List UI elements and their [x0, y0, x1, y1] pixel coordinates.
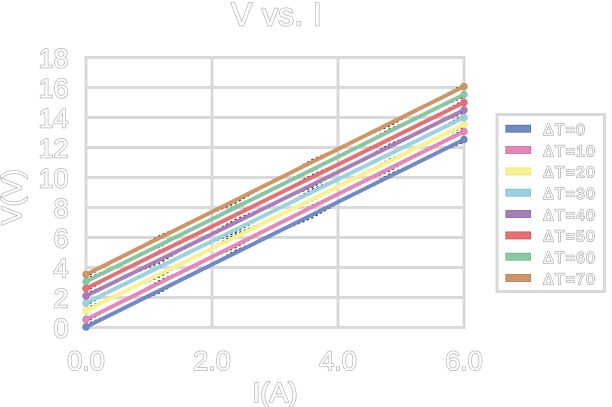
svg-text:12: 12 [38, 133, 68, 163]
svg-text:2: 2 [53, 283, 68, 313]
svg-text:4: 4 [53, 253, 68, 283]
svg-text:ΔT=50: ΔT=50 [543, 229, 596, 246]
svg-text:14: 14 [38, 103, 68, 133]
svg-text:I(A): I(A) [252, 377, 297, 407]
svg-text:8: 8 [53, 193, 68, 223]
svg-text:16: 16 [38, 73, 68, 103]
svg-text:ΔT=30: ΔT=30 [543, 186, 596, 203]
svg-text:ΔT=20: ΔT=20 [543, 165, 596, 182]
svg-text:10: 10 [38, 163, 68, 193]
svg-text:ΔT=40: ΔT=40 [543, 207, 596, 224]
svg-text:2.0: 2.0 [193, 346, 231, 376]
svg-text:6: 6 [53, 223, 68, 253]
svg-text:0: 0 [53, 313, 68, 343]
svg-text:ΔT=10: ΔT=10 [543, 143, 596, 160]
svg-text:ΔT=0: ΔT=0 [543, 122, 586, 139]
svg-text:ΔT=60: ΔT=60 [543, 250, 596, 267]
svg-text:V vs. I: V vs. I [231, 0, 322, 33]
svg-text:ΔT=70: ΔT=70 [543, 271, 596, 288]
svg-text:6.0: 6.0 [445, 346, 483, 376]
svg-text:V(V): V(V) [0, 169, 27, 225]
svg-text:4.0: 4.0 [319, 346, 357, 376]
svg-text:18: 18 [38, 43, 68, 73]
svg-text:0.0: 0.0 [67, 346, 105, 376]
